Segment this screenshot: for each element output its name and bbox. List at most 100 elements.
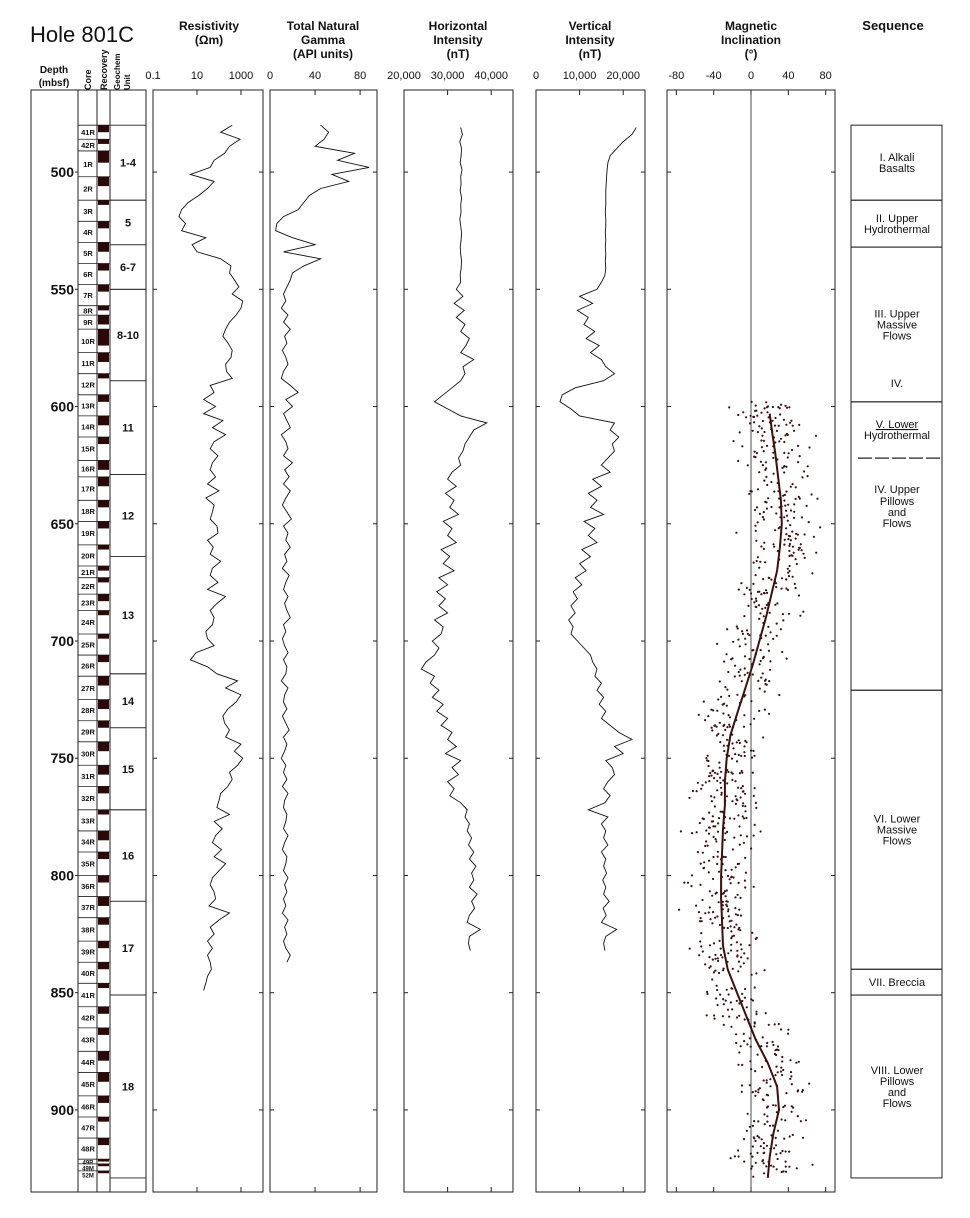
inclination-point: [796, 533, 800, 536]
inclination-point: [801, 1089, 805, 1092]
inclination-point: [741, 445, 744, 448]
inclination-point: [744, 637, 747, 640]
inclination-point: [772, 456, 775, 459]
track-tick-label: 0.1: [145, 70, 160, 82]
inclination-point: [722, 744, 726, 747]
core-label: 7R: [83, 291, 93, 300]
inclination-point: [801, 1090, 804, 1093]
inclination-point: [750, 597, 753, 601]
track-tick-label: 40,000: [474, 70, 508, 82]
inclination-point: [765, 1144, 769, 1147]
inclination-point: [782, 619, 785, 622]
recovery-bar: [98, 1170, 109, 1174]
inclination-point: [711, 978, 714, 981]
inclination-point: [743, 952, 746, 955]
inclination-point: [765, 501, 768, 504]
core-label: 48R: [81, 1145, 95, 1154]
resistivity-log-curve: [178, 124, 244, 991]
recovery-bar: [98, 476, 109, 487]
inclination-point: [792, 1106, 795, 1109]
inclination-point: [735, 1033, 738, 1036]
inclination-point: [789, 535, 792, 538]
inclination-point: [806, 465, 809, 468]
inclination-point: [749, 1152, 752, 1155]
inclination-point: [789, 509, 793, 512]
inclination-point: [724, 895, 727, 898]
inclination-point: [787, 503, 790, 506]
inclination-point: [799, 1120, 803, 1123]
recovery-bar: [98, 741, 109, 752]
inclination-point: [769, 668, 772, 671]
inclination-point: [756, 488, 760, 491]
inclination-point: [760, 1138, 763, 1141]
inclination-point: [775, 1065, 778, 1068]
inclination-point: [738, 825, 741, 828]
inclination-point: [737, 928, 740, 931]
inclination-point: [715, 984, 718, 987]
inclination-point: [784, 1119, 787, 1122]
inclination-point: [721, 1015, 725, 1018]
inclination-point: [712, 855, 715, 859]
inclination-point: [740, 948, 743, 951]
depth-axis-label-line1: Depth: [40, 65, 68, 76]
inclination-point: [776, 1157, 779, 1161]
track-title: Intensity: [565, 33, 615, 47]
sequence-label: III. Upper: [874, 308, 920, 320]
inclination-point: [749, 414, 752, 417]
inclination-point: [752, 794, 755, 798]
inclination-point: [783, 471, 786, 474]
inclination-point: [718, 721, 721, 724]
inclination-point: [722, 969, 725, 972]
inclination-point: [711, 770, 714, 773]
inclination-point: [764, 1012, 767, 1015]
track-tick-label: -40: [706, 70, 722, 82]
inclination-point: [755, 605, 758, 609]
inclination-point: [688, 947, 691, 950]
inclination-point: [723, 838, 726, 842]
inclination-point: [798, 546, 801, 549]
inclination-point: [708, 944, 712, 947]
inclination-point: [718, 939, 721, 943]
inclination-point: [714, 957, 717, 960]
sequence-label: and: [888, 1087, 906, 1099]
inclination-point: [699, 940, 702, 943]
inclination-point: [725, 988, 728, 991]
inclination-point: [743, 615, 746, 618]
inclination-point: [764, 683, 767, 686]
inclination-point: [761, 1065, 764, 1069]
inclination-point: [702, 817, 706, 821]
recovery-bar: [98, 329, 109, 346]
inclination-point: [761, 464, 765, 467]
inclination-point: [717, 870, 721, 873]
inclination-point: [752, 1136, 755, 1139]
inclination-point: [704, 781, 707, 784]
inclination-point: [783, 493, 787, 496]
inclination-point: [745, 741, 748, 744]
sequence-label: IV.: [891, 378, 903, 390]
sequence-label: Basalts: [879, 163, 916, 175]
core-label: 18R: [81, 507, 95, 516]
recovery-bar: [98, 1159, 109, 1162]
inclination-point: [790, 448, 794, 452]
inclination-point: [738, 741, 741, 745]
inclination-point: [726, 830, 729, 834]
inclination-point: [785, 533, 788, 536]
inclination-point: [767, 497, 770, 500]
inclination-point: [750, 847, 753, 850]
inclination-point: [761, 657, 765, 660]
sequence-label: II. Upper: [876, 213, 919, 225]
inclination-point: [783, 440, 786, 444]
inclination-point: [737, 588, 740, 591]
inclination-point: [800, 516, 804, 519]
inclination-point: [751, 771, 754, 774]
inclination-point: [754, 1090, 757, 1093]
inclination-point: [760, 1045, 763, 1048]
inclination-point: [754, 1094, 757, 1097]
inclination-point: [741, 815, 744, 818]
inclination-point: [753, 421, 756, 424]
sequence-box: [850, 994, 943, 1179]
inclination-point: [789, 1077, 792, 1080]
inclination-point: [768, 611, 771, 614]
inclination-point: [787, 575, 791, 578]
